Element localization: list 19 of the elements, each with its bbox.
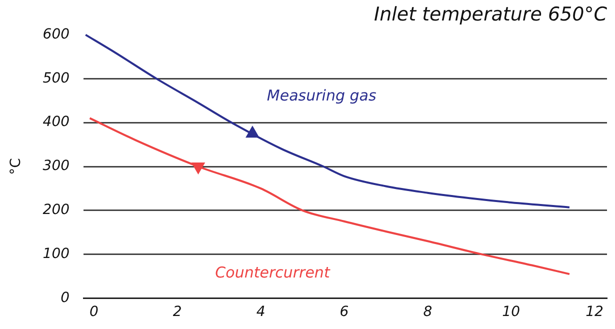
x-tick-label: 8 [423, 304, 432, 320]
x-tick-label: 12 [586, 304, 604, 320]
x-tick-label: 10 [502, 304, 520, 320]
x-tick-label: 4 [256, 304, 266, 320]
x-tick-label: 0 [89, 304, 98, 320]
y-tick-label: 600 [42, 26, 70, 42]
y-tick-label: 200 [42, 202, 70, 218]
y-tick-label: 500 [42, 70, 70, 86]
text: Countercurrent [215, 263, 331, 282]
y-tick-label: 100 [42, 246, 70, 262]
x-tick-label: 2 [172, 304, 182, 320]
y-tick-label: 0 [60, 290, 70, 306]
y-tick-label: 400 [42, 114, 70, 130]
line-series [84, 34, 570, 208]
chart-title: Inlet temperature 650°C [374, 3, 608, 26]
y-tick-label: 300 [42, 158, 70, 174]
text: Measuring gas [266, 86, 376, 104]
y-axis-title: °C [8, 158, 24, 175]
x-tick-label: 6 [340, 304, 349, 320]
